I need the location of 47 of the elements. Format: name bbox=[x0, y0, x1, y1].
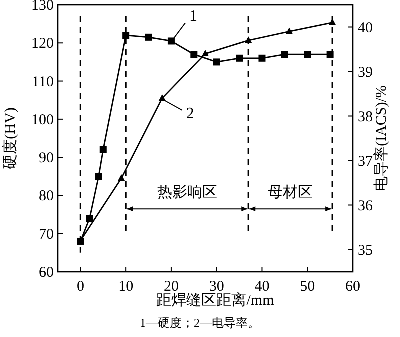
y2-tick-label: 38 bbox=[358, 109, 373, 126]
y2-axis-title: 电导率(IACS)/% bbox=[373, 86, 390, 192]
point bbox=[329, 18, 336, 26]
annotation: 母材区 bbox=[268, 184, 314, 202]
y-tick-label: 100 bbox=[32, 112, 54, 128]
point bbox=[122, 32, 130, 40]
point bbox=[158, 94, 166, 101]
y2-tick-label: 39 bbox=[358, 64, 373, 81]
x-tick-label: 30 bbox=[209, 279, 224, 295]
point bbox=[304, 51, 312, 58]
legend-label: 2 bbox=[186, 105, 194, 122]
point bbox=[95, 173, 102, 180]
y-tick-label: 130 bbox=[32, 0, 54, 14]
y-tick-label: 60 bbox=[39, 265, 54, 281]
y2-tick-label: 40 bbox=[358, 20, 373, 36]
point bbox=[213, 58, 220, 66]
x-axis-title: 距焊缝区距离/mm bbox=[156, 292, 275, 309]
point bbox=[86, 215, 94, 222]
y2-tick-label: 36 bbox=[358, 198, 374, 214]
point bbox=[281, 51, 288, 58]
point bbox=[286, 28, 293, 34]
point bbox=[145, 34, 152, 41]
y-tick-label: 70 bbox=[39, 226, 54, 243]
y-tick-label: 80 bbox=[39, 188, 54, 205]
point bbox=[326, 51, 334, 58]
y2-tick-label: 37 bbox=[358, 154, 374, 170]
point bbox=[258, 54, 266, 62]
y-tick-label: 120 bbox=[32, 36, 54, 52]
point bbox=[118, 174, 126, 182]
y-axis-title: 硬度(HV) bbox=[2, 108, 19, 170]
point bbox=[168, 38, 175, 45]
x-tick-label: 60 bbox=[346, 279, 360, 295]
y-tick-label: 90 bbox=[39, 150, 54, 167]
y2-tick-label: 35 bbox=[358, 242, 373, 259]
x-tick-label: 10 bbox=[118, 279, 134, 295]
point bbox=[245, 36, 252, 44]
text: 1—硬度；2—电导率。 bbox=[140, 316, 260, 330]
x-tick-label: 50 bbox=[300, 279, 316, 295]
point bbox=[202, 50, 209, 56]
series-label: 1 bbox=[189, 8, 198, 26]
point bbox=[236, 54, 244, 62]
y-tick-label: 110 bbox=[32, 74, 54, 90]
point bbox=[100, 146, 107, 154]
point bbox=[190, 51, 198, 58]
x-tick-label: 40 bbox=[254, 279, 270, 295]
x-tick-label: 0 bbox=[76, 279, 84, 295]
annotation: 热影响区 bbox=[157, 184, 218, 202]
